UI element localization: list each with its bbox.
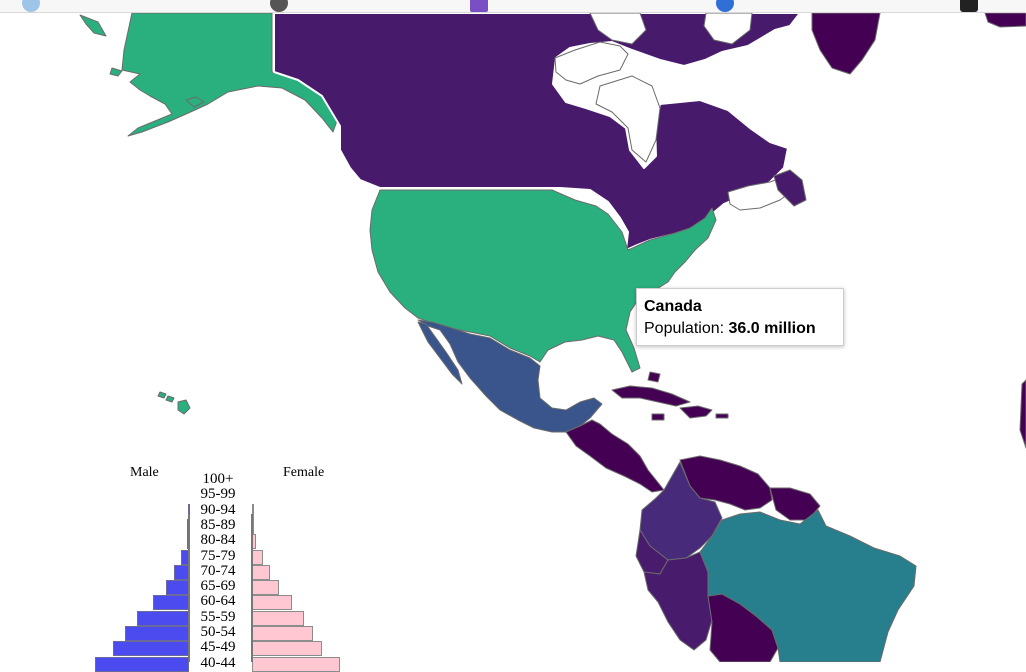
- female-bar[interactable]: [252, 503, 254, 519]
- age-group-label: 55-59: [200, 608, 236, 625]
- island-baffin: [554, 41, 629, 85]
- age-group-label: 50-54: [200, 624, 236, 640]
- island-hawaii: [177, 399, 191, 415]
- bookmarks-bar: [0, 0, 1026, 13]
- country-africa-edge: [1019, 379, 1026, 449]
- pyramid-male-label: Male: [130, 465, 159, 480]
- island-cuba: [611, 385, 691, 407]
- female-bar[interactable]: [252, 656, 340, 672]
- country-tooltip: Canada Population: 36.0 million: [636, 288, 844, 346]
- female-bar[interactable]: [252, 626, 313, 641]
- age-group-label: 80-84: [200, 532, 236, 549]
- tooltip-title: Canada: [644, 298, 702, 315]
- age-group-label: 65-69: [200, 578, 236, 595]
- male-axis: [188, 514, 190, 662]
- country-brazil[interactable]: [699, 509, 917, 662]
- age-group-label: 100+: [202, 471, 234, 487]
- island-hawaii-small: [157, 391, 175, 403]
- island-aleutian: [109, 67, 123, 77]
- age-group-label: 40-44: [200, 654, 236, 671]
- age-group-label: 60-64: [200, 593, 236, 610]
- male-bar[interactable]: [95, 656, 189, 672]
- age-group-label: 45-49: [200, 639, 236, 656]
- baja-california: [417, 321, 463, 385]
- island-newfoundland: [773, 169, 807, 207]
- country-usa[interactable]: [369, 189, 717, 373]
- island-alaska-sw: [185, 96, 205, 108]
- island-arctic-n: [589, 13, 647, 45]
- country-canada[interactable]: [273, 13, 801, 251]
- island-alaska-w: [79, 14, 107, 37]
- age-group-label: 70-74: [200, 562, 236, 579]
- island-hispaniola: [679, 405, 713, 419]
- country-greenland-east[interactable]: [984, 13, 1026, 28]
- country-greenland[interactable]: [811, 13, 881, 75]
- world-map: [79, 13, 1026, 662]
- female-bar[interactable]: [252, 580, 279, 596]
- age-group-label: 75-79: [200, 547, 236, 564]
- bookmark-icon[interactable]: [470, 0, 488, 12]
- tooltip-population: Population: 36.0 million: [644, 318, 836, 340]
- female-bar[interactable]: [252, 564, 270, 580]
- island-arctic-ne: [703, 13, 753, 45]
- island-bahamas: [647, 371, 661, 383]
- island-puerto-rico: [715, 413, 729, 419]
- age-group-label: 95-99: [200, 486, 236, 503]
- female-axis: [251, 514, 253, 662]
- country-central-america[interactable]: [565, 419, 665, 493]
- tooltip-label: Population:: [644, 320, 725, 337]
- globe-icon[interactable]: [270, 0, 288, 12]
- male-bar[interactable]: [166, 580, 189, 596]
- male-bar[interactable]: [113, 641, 189, 657]
- female-bar[interactable]: [252, 595, 292, 611]
- male-bar[interactable]: [125, 626, 189, 641]
- age-group-label: 85-89: [200, 516, 236, 533]
- female-bar[interactable]: [252, 549, 263, 565]
- hudson-bay: [595, 75, 661, 163]
- country-mexico[interactable]: [417, 319, 603, 433]
- country-colombia[interactable]: [639, 461, 723, 561]
- female-bar[interactable]: [252, 641, 322, 657]
- translate-icon[interactable]: [22, 0, 40, 12]
- female-bar[interactable]: [252, 610, 304, 626]
- extension-icon[interactable]: [716, 0, 734, 12]
- male-bar[interactable]: [174, 564, 189, 580]
- male-bar[interactable]: [153, 595, 189, 611]
- age-group-label: 90-94: [200, 501, 236, 518]
- tooltip-value: 36.0 million: [728, 320, 816, 337]
- account-icon[interactable]: [960, 0, 978, 12]
- male-bar[interactable]: [137, 610, 189, 626]
- country-borders: [79, 13, 1026, 662]
- island-jamaica: [651, 413, 665, 421]
- pyramid-female-label: Female: [283, 465, 325, 480]
